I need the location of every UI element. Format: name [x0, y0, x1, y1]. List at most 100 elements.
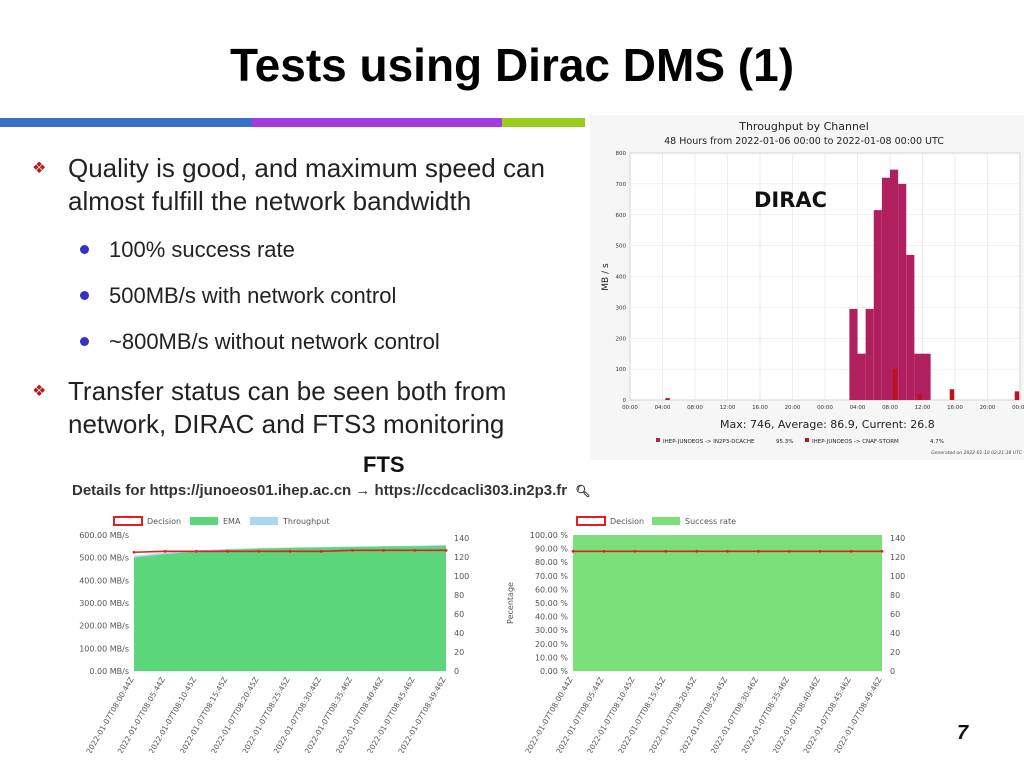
decision-point: [787, 549, 791, 553]
x-tick-label: 04:00: [850, 405, 866, 411]
y-left-tick-label: 100.00 MB/s: [79, 644, 129, 653]
y-left-tick-label: 500.00 MB/s: [79, 554, 129, 563]
decision-point: [726, 549, 729, 553]
decision-point: [695, 549, 698, 553]
slide-title: Tests using Dirac DMS (1): [229, 39, 795, 91]
decision-point: [195, 549, 198, 553]
legend-throughput: Throughput: [250, 517, 329, 526]
decision-point: [226, 549, 230, 553]
generated-note: Generated on 2022-01-10 02:21:38 UTC: [931, 450, 1023, 456]
bar-cnaf: [1014, 391, 1020, 400]
x-tick-label: 00:00: [817, 405, 833, 411]
y-left-tick-label: 20.00 %: [535, 640, 568, 649]
bar-in2p3: [857, 353, 866, 400]
decision-point: [633, 549, 637, 553]
legend-series-name: IHEP-JUNOEOS -> CNAF-STORM: [812, 439, 899, 445]
page-number: 7: [957, 722, 969, 744]
decision-point: [132, 550, 136, 554]
bar-in2p3: [890, 169, 899, 400]
sub-bullet-text: 100% success rate: [109, 237, 295, 262]
y-right-tick-label: 20: [890, 648, 900, 657]
legend-label: Decision: [610, 517, 644, 526]
fts-details-heading: Details for https://junoeos01.ihep.ac.cn…: [72, 482, 591, 499]
search-icon[interactable]: 🔍︎: [575, 484, 591, 498]
x-tick-label: 00:00: [1012, 405, 1024, 411]
y-right-tick-label: 40: [454, 629, 464, 638]
decision-point: [382, 548, 385, 552]
bar-in2p3: [873, 210, 882, 400]
y-left-tick-label: 100.00 %: [530, 531, 569, 540]
chart-title: Throughput by Channel: [738, 120, 869, 133]
y-left-tick-label: 600.00 MB/s: [79, 531, 129, 540]
x-tick-label: 04:00: [655, 405, 671, 411]
y-left-tick-label: 10.00 %: [535, 653, 568, 662]
legend-swatch: [652, 517, 680, 525]
legend-label: Throughput: [282, 517, 329, 526]
bar-cnaf: [949, 389, 955, 400]
sub-bullet: ~800MB/s without network control: [80, 328, 440, 356]
y-right-tick-label: 40: [890, 629, 900, 638]
y-right-tick-label: 20: [454, 648, 464, 657]
bar-in2p3: [881, 177, 890, 400]
legend-swatch: [805, 438, 809, 442]
y-right-tick-label: 140: [454, 534, 469, 543]
y-left-tick-label: 70.00 %: [535, 572, 568, 581]
y-left-tick-label: 30.00 %: [535, 626, 568, 635]
legend-swatch: [250, 517, 278, 525]
fts-details-text: Details for https://junoeos01.ihep.ac.cn…: [72, 482, 568, 499]
x-tick-label: 16:00: [947, 405, 963, 411]
y-tick-label: 200: [616, 336, 627, 342]
y-left-tick-label: 400.00 MB/s: [79, 576, 129, 585]
y-tick-label: 300: [616, 305, 627, 311]
y-right-tick-label: 120: [454, 553, 469, 562]
legend-label: Success rate: [685, 517, 736, 526]
legend-swatch: [576, 516, 606, 526]
decision-point: [319, 549, 323, 553]
decision-point: [444, 548, 448, 552]
accent-bar-green: [502, 118, 585, 127]
y-left-tick-label: 0.00 %: [540, 667, 568, 676]
decision-point: [849, 549, 853, 553]
y-right-tick-label: 60: [454, 610, 464, 619]
x-tick-label: 00:00: [622, 405, 638, 411]
x-tick-label: 16:00: [752, 405, 768, 411]
dot-bullet-icon: [80, 336, 89, 346]
accent-bar-purple: [252, 118, 502, 127]
y-right-tick-label: 100: [454, 572, 469, 581]
y-left-tick-label: 90.00 %: [535, 545, 568, 554]
y-left-tick-label: 80.00 %: [535, 558, 568, 567]
success-rate-area: [573, 535, 882, 671]
decision-point: [257, 549, 261, 553]
x-tick-label: 12:00: [720, 405, 736, 411]
y-right-tick-label: 0: [890, 667, 895, 676]
legend-swatch: [656, 438, 660, 442]
y-left-tick-label: 50.00 %: [535, 599, 568, 608]
fts-label: FTS: [363, 452, 405, 477]
legend-label: Decision: [147, 517, 181, 526]
y-right-tick-label: 0: [454, 667, 459, 676]
y-left-tick-label: 0.00 MB/s: [89, 667, 129, 676]
y-tick-label: 400: [616, 275, 627, 281]
fts-success-rate-chart: Decision Success rate Pecentage 100.00 %…: [506, 516, 905, 753]
diamond-bullet-icon: ❖: [32, 383, 47, 400]
ema-area: [134, 545, 446, 671]
decision-point: [602, 549, 606, 553]
dirac-label: DIRAC: [754, 188, 827, 212]
dot-bullet-icon: [80, 244, 89, 254]
decision-point: [571, 549, 575, 553]
x-tick-label: 20:00: [785, 405, 801, 411]
y-tick-label: 800: [616, 151, 627, 157]
y-left-tick-label: 40.00 %: [535, 613, 568, 622]
bullet-text: Transfer status can be seen both from ne…: [68, 376, 507, 439]
bar-cnaf: [892, 369, 898, 400]
y-right-tick-label: 80: [454, 591, 464, 600]
legend-success-rate: Success rate: [652, 517, 736, 526]
decision-point: [351, 548, 354, 552]
diamond-bullet-icon: ❖: [32, 160, 47, 177]
decision-point: [818, 549, 822, 553]
bar-cnaf: [665, 398, 670, 400]
bullet-text: Quality is good, and maximum speed can a…: [68, 153, 545, 216]
y-left-tick-label: 60.00 %: [535, 585, 568, 594]
y-right-tick-label: 80: [890, 591, 900, 600]
legend-series-share: 4.7%: [930, 439, 944, 445]
